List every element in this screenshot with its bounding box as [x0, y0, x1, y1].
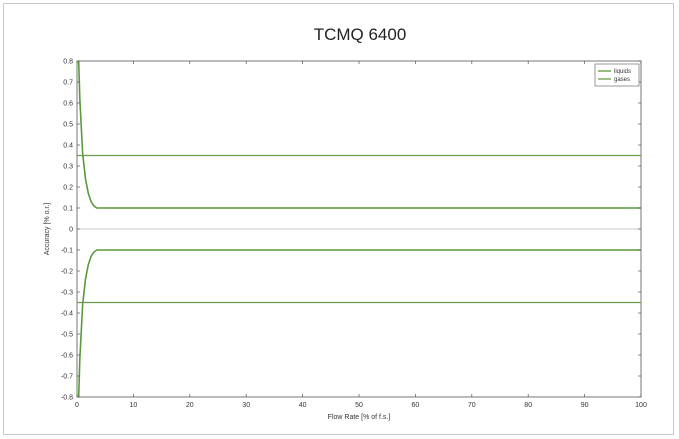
y-tick-label: -0.4: [61, 311, 73, 318]
legend-label-liquids: liquids: [614, 69, 631, 75]
x-tick-label: 80: [524, 402, 532, 409]
y-tick-label: 0: [69, 227, 73, 234]
x-tick-label: 100: [635, 402, 647, 409]
x-tick-label: 60: [412, 402, 420, 409]
chart-frame: TCMQ 6400 0 10 20 30 40 50 60 70 80 90 100 -0.8 -0.7…: [3, 3, 674, 435]
legend-label-gases: gases: [614, 77, 630, 83]
series-group: [77, 60, 641, 398]
x-tick-label: 20: [186, 402, 194, 409]
chart-title: TCMQ 6400: [314, 25, 407, 44]
y-tick-label: 0.3: [63, 164, 73, 171]
y-tick-label: 0.7: [63, 80, 73, 87]
x-axis-label: Flow Rate [% of f.s.]: [328, 414, 391, 421]
x-tick-label: 30: [242, 402, 250, 409]
x-tick-label: 90: [581, 402, 589, 409]
series-liquids-lower-line: [77, 249, 641, 398]
x-tick-label: 10: [130, 402, 138, 409]
y-tick-label: -0.3: [61, 290, 73, 297]
y-tick-label: -0.6: [61, 353, 73, 360]
y-tick-label: 0.1: [63, 206, 73, 213]
x-tick-label: 70: [468, 402, 476, 409]
y-tick-label: -0.5: [61, 332, 73, 339]
y-tick-label: 0.5: [63, 122, 73, 129]
y-tick-label: -0.7: [61, 374, 73, 381]
ticks-group: 0 10 20 30 40 50 60 70 80 90 100 -0.8 -0.7 -0.6 -0.5 -0…: [61, 59, 647, 410]
y-tick-label: -0.1: [61, 248, 73, 255]
legend: liquids gases: [594, 63, 640, 87]
legend-box: [594, 63, 640, 87]
x-tick-label: 50: [355, 402, 363, 409]
y-tick-label: 0.2: [63, 185, 73, 192]
y-tick-label: 0.6: [63, 101, 73, 108]
x-tick-label: 0: [75, 402, 79, 409]
y-axis-label: Accuracy [% o.r.]: [44, 203, 51, 256]
y-tick-label: 0.4: [63, 143, 73, 150]
x-tick-label: 40: [299, 402, 307, 409]
series-liquids-upper-line: [77, 60, 641, 209]
chart-svg: TCMQ 6400 0 10 20 30 40 50 60 70 80 90 100 -0.8 -0.7…: [44, 25, 647, 421]
y-tick-label: 0.8: [63, 59, 73, 66]
y-tick-label: -0.8: [61, 395, 73, 402]
y-tick-label: -0.2: [61, 269, 73, 276]
